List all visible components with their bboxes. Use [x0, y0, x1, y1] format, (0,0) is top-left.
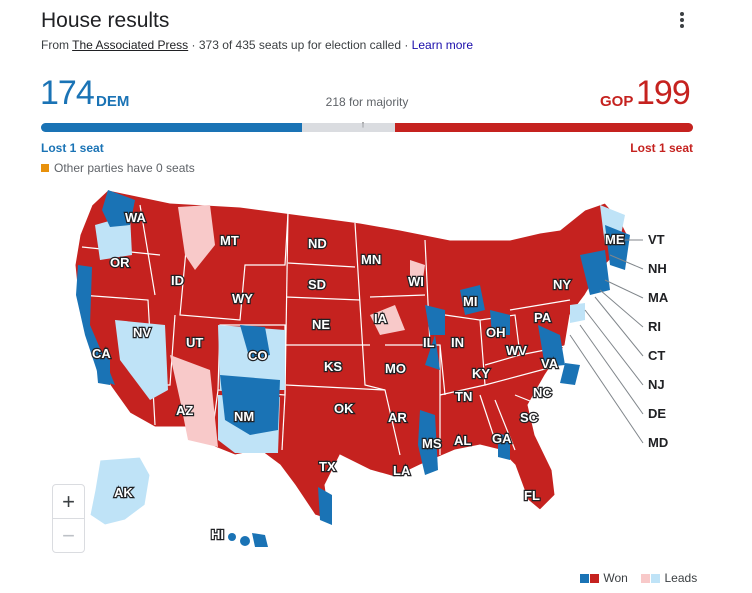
- state-labels: WA OR CA NV ID MT WY UT CO AZ NM ND SD N…: [91, 209, 626, 543]
- seat-progress-bar: [41, 123, 693, 132]
- state-label-il: IL: [423, 335, 435, 350]
- state-label-ne: NE: [312, 317, 330, 332]
- state-label-wy: WY: [232, 291, 253, 306]
- state-label-ky: KY: [472, 366, 490, 381]
- state-label-mt: MT: [220, 233, 239, 248]
- state-label-de: DE: [648, 406, 666, 421]
- state-label-az: AZ: [176, 403, 193, 418]
- state-label-wa: WA: [125, 210, 147, 225]
- legend-leads-label: Leads: [664, 571, 698, 585]
- state-label-wv: WV: [506, 343, 527, 358]
- state-label-oh: OH: [486, 325, 506, 340]
- state-label-nv: NV: [133, 325, 151, 340]
- dem-seat-count: 174: [40, 74, 95, 112]
- state-label-ks: KS: [324, 359, 342, 374]
- other-party-swatch: [41, 164, 49, 172]
- page-title: House results: [41, 9, 170, 32]
- state-label-ga: GA: [492, 431, 512, 446]
- state-label-ar: AR: [388, 410, 407, 425]
- state-label-sd: SD: [308, 277, 326, 292]
- gop-leads-swatch: [641, 574, 651, 583]
- state-label-ct: CT: [648, 348, 665, 363]
- state-label-fl: FL: [524, 488, 540, 503]
- state-label-pa: PA: [534, 310, 552, 325]
- state-label-nm: NM: [234, 409, 254, 424]
- state-label-nc: NC: [533, 385, 552, 400]
- state-label-vt: VT: [648, 232, 665, 247]
- map-legend: Won Leads: [580, 571, 697, 585]
- zoom-in-button[interactable]: +: [53, 485, 84, 519]
- alaska-shape: [89, 456, 151, 526]
- more-vert-icon[interactable]: [672, 10, 692, 32]
- state-label-mn: MN: [361, 252, 381, 267]
- majority-marker-icon: [362, 122, 364, 128]
- gop-change-note: Lost 1 seat: [630, 141, 693, 155]
- state-label-hi: HI: [211, 527, 224, 542]
- state-label-al: AL: [454, 433, 471, 448]
- state-label-tx: TX: [319, 459, 336, 474]
- state-label-nh: NH: [648, 261, 667, 276]
- dem-won-swatch: [580, 574, 589, 583]
- dem-leads-swatch: [651, 574, 661, 583]
- zoom-controls: + −: [52, 484, 85, 553]
- state-label-ut: UT: [186, 335, 203, 350]
- other-parties-note: Other parties have 0 seats: [54, 161, 195, 175]
- state-label-mi: MI: [463, 294, 477, 309]
- state-label-in: IN: [451, 335, 464, 350]
- us-house-map[interactable]: WA OR CA NV ID MT WY UT CO AZ NM ND SD N…: [40, 185, 710, 560]
- state-label-or: OR: [110, 255, 130, 270]
- state-label-tn: TN: [455, 389, 472, 404]
- legend-won-label: Won: [603, 571, 628, 585]
- majority-label: 218 for majority: [325, 95, 409, 109]
- state-label-co: CO: [248, 348, 268, 363]
- hawaii-shape: [216, 529, 268, 547]
- gop-seat-count: 199: [636, 74, 691, 112]
- dem-label: DEM: [96, 93, 130, 110]
- zoom-out-button[interactable]: −: [62, 523, 75, 548]
- source-link[interactable]: The Associated Press: [72, 38, 189, 52]
- state-label-ak: AK: [114, 485, 133, 500]
- state-label-la: LA: [393, 463, 411, 478]
- gop-won-swatch: [590, 574, 599, 583]
- gop-leads-areas: [170, 205, 425, 447]
- gop-seat-bar: [395, 123, 693, 132]
- state-label-ia: IA: [374, 311, 388, 326]
- state-label-nj: NJ: [648, 377, 665, 392]
- state-label-sc: SC: [520, 410, 539, 425]
- state-label-id: ID: [171, 273, 184, 288]
- state-label-ma: MA: [648, 290, 669, 305]
- dem-won-areas: [76, 190, 630, 525]
- state-label-ny: NY: [553, 277, 571, 292]
- state-label-nd: ND: [308, 236, 327, 251]
- called-status: · 373 of 435 seats up for election calle…: [191, 38, 409, 52]
- state-label-ca: CA: [92, 346, 111, 361]
- state-label-ok: OK: [334, 401, 354, 416]
- gop-label: GOP: [600, 93, 634, 110]
- dem-change-note: Lost 1 seat: [41, 141, 104, 155]
- dem-seat-bar: [41, 123, 302, 132]
- leader-lines: [569, 239, 644, 444]
- learn-more-link[interactable]: Learn more: [411, 38, 474, 52]
- source-prefix: From: [41, 38, 69, 52]
- state-label-va: VA: [541, 356, 559, 371]
- state-label-mo: MO: [385, 361, 406, 376]
- source-line: From The Associated Press · 373 of 435 s…: [41, 38, 473, 52]
- state-label-md: MD: [648, 435, 668, 450]
- state-label-ri: RI: [648, 319, 661, 334]
- state-label-me: ME: [605, 232, 625, 247]
- state-label-wi: WI: [408, 274, 424, 289]
- side-labels: VT NH MA RI CT NJ DE MD: [648, 232, 669, 450]
- state-label-ms: MS: [422, 436, 442, 451]
